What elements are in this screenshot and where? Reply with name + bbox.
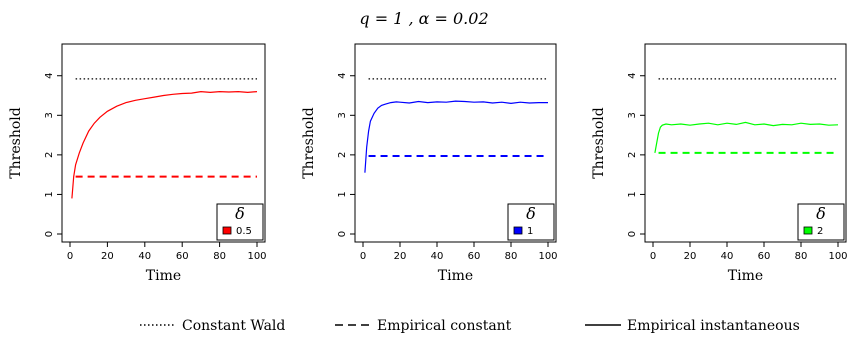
x-axis-title: Time — [438, 268, 473, 284]
y-axis-title: Threshold — [301, 107, 317, 178]
plot-frame — [644, 43, 847, 243]
x-tick-label: 80 — [505, 251, 518, 262]
empirical-instantaneous-line — [71, 90, 258, 199]
legend-title: δ — [235, 204, 245, 223]
y-tick-label: 3 — [337, 112, 348, 118]
x-axis-title: Time — [728, 268, 763, 284]
x-tick-label: 40 — [721, 251, 734, 262]
panel-1: 0 20 40 60 80 100 0 1 2 3 4 Time Threshold δ 0.5 — [8, 43, 267, 284]
legend-title: δ — [526, 204, 536, 223]
y-axis-title: Threshold — [591, 107, 607, 178]
panel-2: 0 20 40 60 80 100 0 1 2 3 4 Time Threshold δ 1 — [301, 43, 558, 284]
x-tick-label: 20 — [101, 251, 114, 262]
bottom-legend-label: Empirical constant — [377, 318, 512, 334]
y-axis-title: Threshold — [8, 107, 24, 178]
legend-label: 1 — [527, 226, 533, 237]
plot-frame — [354, 43, 557, 243]
x-tick-label: 60 — [176, 251, 189, 262]
y-tick-label: 3 — [627, 112, 638, 118]
x-tick-label: 20 — [394, 251, 407, 262]
y-tick-label: 4 — [337, 73, 348, 79]
x-tick-label: 20 — [684, 251, 697, 262]
bottom-legend-label: Empirical instantaneous — [627, 318, 800, 334]
y-tick-label: 2 — [627, 152, 638, 158]
x-tick-label: 100 — [538, 251, 557, 262]
y-tick-label: 2 — [337, 152, 348, 158]
y-tick-label: 1 — [627, 191, 638, 197]
x-tick-label: 0 — [67, 251, 73, 262]
main-title: q = 1 , α = 0.02 — [359, 9, 488, 28]
y-tick-label: 4 — [44, 73, 55, 79]
y-tick-label: 0 — [337, 231, 348, 237]
panel-3: 0 20 40 60 80 100 0 1 2 3 4 Time Threshold δ 2 — [591, 43, 848, 284]
y-tick-label: 3 — [44, 112, 55, 118]
bottom-legend-label: Constant Wald — [182, 318, 285, 334]
y-tick-label: 1 — [337, 191, 348, 197]
y-tick-label: 0 — [44, 231, 55, 237]
x-tick-label: 60 — [468, 251, 481, 262]
x-tick-label: 40 — [431, 251, 444, 262]
x-tick-label: 40 — [138, 251, 151, 262]
legend-swatch — [513, 226, 523, 235]
empirical-instantaneous-line — [654, 121, 839, 154]
y-tick-label: 1 — [44, 191, 55, 197]
x-tick-label: 100 — [828, 251, 847, 262]
x-tick-label: 60 — [758, 251, 771, 262]
x-tick-label: 0 — [360, 251, 366, 262]
x-tick-label: 80 — [795, 251, 808, 262]
legend-title: δ — [816, 204, 826, 223]
empirical-instantaneous-line — [364, 100, 548, 173]
x-tick-label: 80 — [213, 251, 226, 262]
y-tick-label: 4 — [627, 73, 638, 79]
x-tick-label: 100 — [247, 251, 266, 262]
x-axis-title: Time — [146, 268, 181, 284]
legend-swatch — [222, 226, 232, 235]
legend-swatch — [803, 226, 813, 235]
plot-frame — [61, 43, 266, 243]
x-tick-label: 0 — [650, 251, 656, 262]
legend-label: 2 — [817, 226, 823, 237]
legend-label: 0.5 — [236, 226, 252, 237]
y-tick-label: 0 — [627, 231, 638, 237]
bottom-legend: Constant Wald Empirical constant Empirical… — [140, 318, 800, 334]
y-tick-label: 2 — [44, 152, 55, 158]
